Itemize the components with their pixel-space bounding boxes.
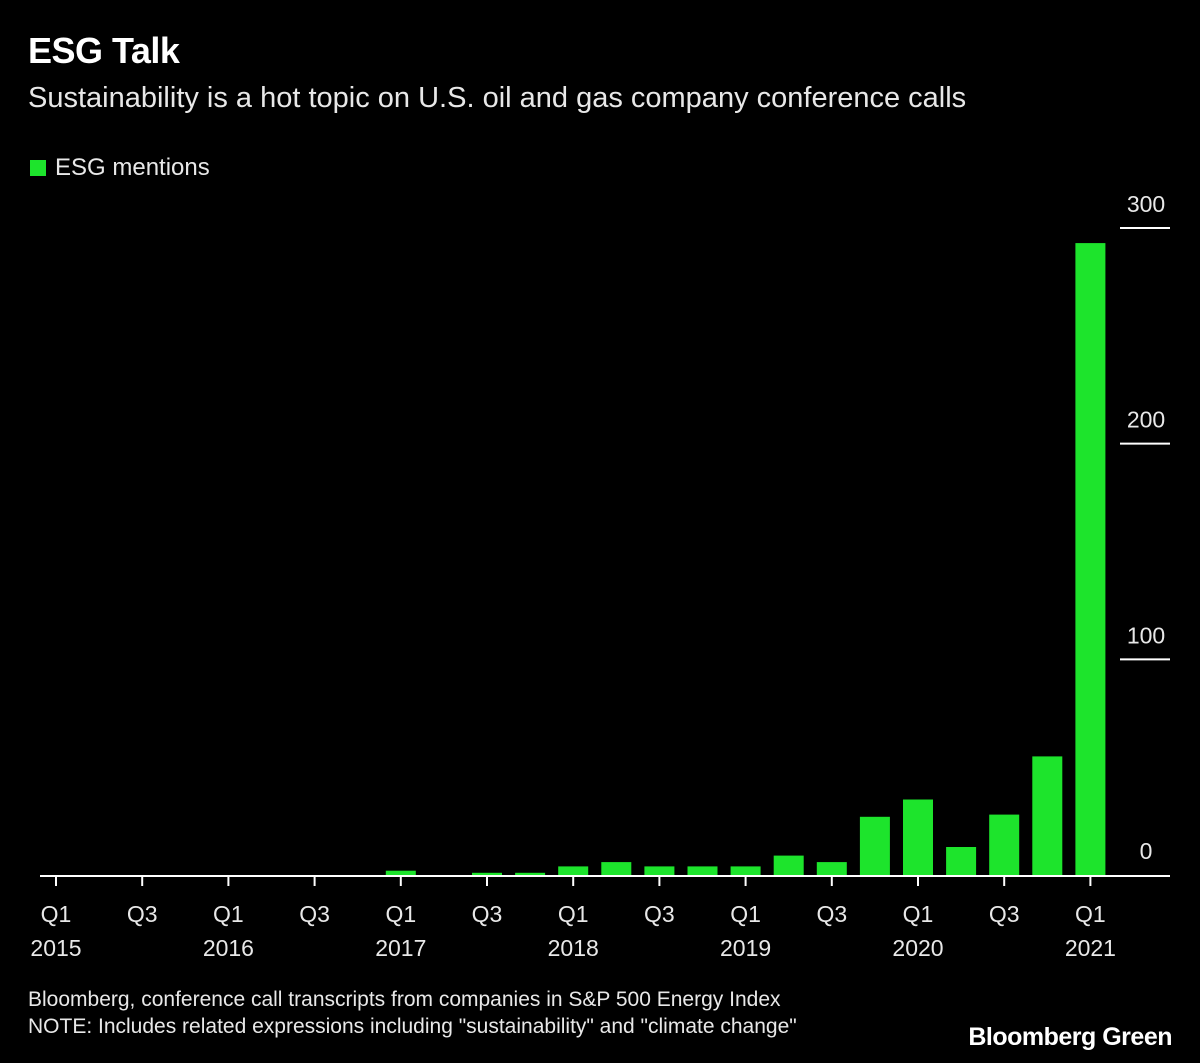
bar-q2-2019 — [773, 855, 804, 875]
x-tick-label-year: 2015 — [30, 935, 81, 961]
x-tick-label-quarter: Q1 — [213, 901, 244, 927]
bar-q1-2020 — [903, 799, 933, 875]
note-text: NOTE: Includes related expressions inclu… — [28, 1015, 797, 1038]
bars-group — [385, 243, 1106, 876]
y-axis: 0 100 200 300 — [1120, 191, 1170, 864]
bar-q1-2017 — [385, 870, 416, 875]
x-tick-label-quarter: Q1 — [41, 901, 72, 927]
x-tick-label-quarter: Q3 — [816, 901, 847, 927]
bar-q3-2018 — [644, 866, 675, 875]
x-tick-label-quarter: Q1 — [385, 901, 416, 927]
x-tick-label-quarter: Q3 — [644, 901, 675, 927]
bar-q4-2020 — [1032, 756, 1063, 875]
bar-q4-2018 — [687, 866, 718, 875]
bar-q3-2017 — [472, 872, 502, 875]
bar-q4-2019 — [859, 816, 890, 875]
chart-title: ESG Talk — [28, 30, 180, 71]
x-tick-label-quarter: Q3 — [127, 901, 158, 927]
x-tick-label-year: 2021 — [1065, 935, 1116, 961]
x-tick-label-quarter: Q1 — [903, 901, 934, 927]
x-tick-label-quarter: Q3 — [299, 901, 330, 927]
legend: ESG mentions — [30, 154, 210, 182]
legend-swatch — [30, 160, 46, 176]
legend-label: ESG mentions — [55, 154, 210, 181]
x-axis: Q1 2015 Q3 Q1 2016 Q3 Q1 2017 Q3 Q1 2018 Q3 Q1 2019 Q3… — [30, 875, 1170, 961]
x-tick-label-year: 2017 — [375, 935, 426, 961]
bar-q4-2017 — [515, 872, 546, 875]
y-tick-label-200: 200 — [1127, 407, 1165, 433]
source-text: Bloomberg, conference call transcripts f… — [28, 988, 781, 1011]
x-tick-label-quarter: Q3 — [989, 901, 1020, 927]
x-tick-label-year: 2018 — [548, 935, 599, 961]
source-note: Bloomberg, conference call transcripts f… — [28, 986, 797, 1040]
bar-q3-2019 — [816, 862, 847, 875]
brand-logo: Bloomberg Green — [968, 1023, 1172, 1051]
x-tick-label-quarter: Q1 — [730, 901, 761, 927]
bar-q1-2018 — [558, 866, 589, 875]
x-tick-label-quarter: Q1 — [558, 901, 589, 927]
bar-q3-2020 — [989, 814, 1020, 875]
y-tick-label-0: 0 — [1140, 838, 1153, 864]
x-tick-label-quarter: Q1 — [1075, 901, 1106, 927]
bar-q1-2019 — [730, 866, 761, 875]
x-tick-label-quarter: Q3 — [472, 901, 503, 927]
x-tick-label-year: 2020 — [892, 935, 943, 961]
x-tick-label-year: 2016 — [203, 935, 254, 961]
chart-subtitle: Sustainability is a hot topic on U.S. oi… — [28, 82, 967, 114]
bar-q1-2021 — [1075, 243, 1106, 876]
bar-q2-2018 — [601, 862, 632, 875]
bar-q2-2020 — [946, 847, 977, 875]
y-tick-label-100: 100 — [1127, 622, 1165, 648]
x-tick-label-year: 2019 — [720, 935, 771, 961]
y-tick-label-300: 300 — [1127, 191, 1165, 217]
